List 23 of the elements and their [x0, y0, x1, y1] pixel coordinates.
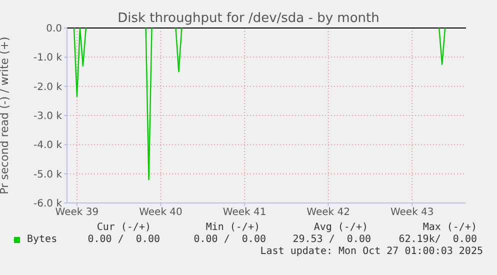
text: 0.00 / 0.00 [194, 234, 266, 245]
chart-title: Disk throughput for /dev/sda - by month [118, 11, 380, 26]
text: Avg (-/+) [314, 222, 368, 233]
y-axis-title: Pr second read (-) / write (+) [0, 36, 11, 194]
text: Max (-/+) [422, 222, 477, 233]
x-tick-label: Week 41 [222, 207, 266, 218]
x-tick-label: Week 43 [390, 207, 434, 218]
text: Cur (-/+) [96, 222, 151, 233]
text: 0.00 / 0.00 [88, 234, 160, 245]
text: 29.53 / 0.00 [292, 234, 371, 245]
y-tick-label: -4.0 k [34, 140, 62, 152]
x-tick-label: Week 40 [139, 207, 182, 218]
y-tick-label: 0.0 [46, 24, 62, 35]
text: Last update: Mon Oct 27 01:00:03 2025 [260, 246, 483, 257]
x-tick-label: Week 42 [306, 207, 350, 218]
x-tick-label: Week 39 [55, 207, 99, 218]
y-tick-label: -3.0 k [34, 111, 62, 122]
text: 62.19k/ 0.00 [398, 234, 477, 245]
y-tick-label: -5.0 k [34, 169, 62, 180]
y-tick-label: -2.0 k [34, 82, 62, 93]
legend-label: Bytes [27, 234, 58, 245]
y-tick-label: -1.0 k [34, 52, 62, 64]
text: Min (-/+) [206, 222, 260, 233]
